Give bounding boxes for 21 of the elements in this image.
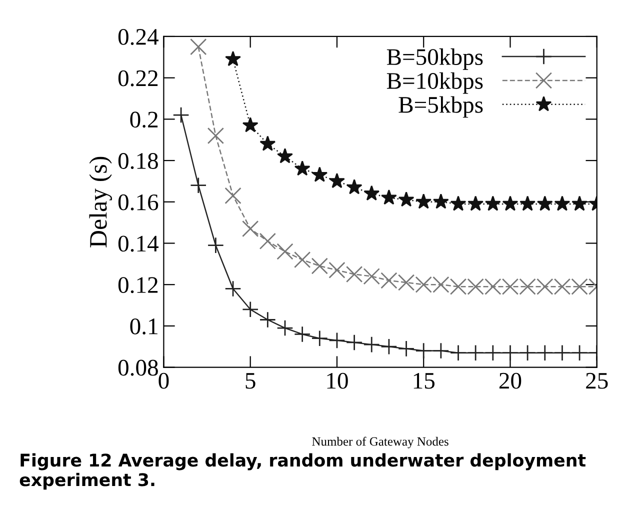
x-tick-label: 25 bbox=[586, 372, 608, 389]
x-tick-label: 20 bbox=[499, 372, 522, 389]
y-tick-label: 0.22 bbox=[118, 70, 158, 86]
x-tick-label: 10 bbox=[327, 372, 348, 389]
y-tick-label: 0.16 bbox=[118, 194, 158, 210]
y-tick-label: 0.08 bbox=[118, 360, 158, 376]
caption: Figure 12 Average delay, random underwater deployment experiment 3. bbox=[20, 453, 586, 490]
y-tick-label: 0.12 bbox=[118, 277, 158, 294]
y-axis-title: Delay (s) bbox=[89, 156, 112, 248]
y-tick-label: 0.1 bbox=[130, 318, 158, 334]
x-tick-label: 0 bbox=[158, 372, 169, 389]
y-tick-label: 0.18 bbox=[118, 153, 158, 170]
x-axis-title: Number of Gateway Nodes bbox=[312, 436, 448, 448]
legend-label: B=10kbps bbox=[386, 72, 483, 94]
x-tick-label: 15 bbox=[414, 372, 434, 389]
legend-label: B=5kbps bbox=[398, 96, 483, 118]
y-tick-label: 0.24 bbox=[118, 28, 158, 45]
y-tick-label: 0.14 bbox=[118, 236, 158, 252]
y-tick-label: 0.2 bbox=[130, 112, 158, 128]
legend-label: B=50kbps bbox=[386, 48, 483, 70]
x-tick-label: 5 bbox=[246, 373, 256, 389]
